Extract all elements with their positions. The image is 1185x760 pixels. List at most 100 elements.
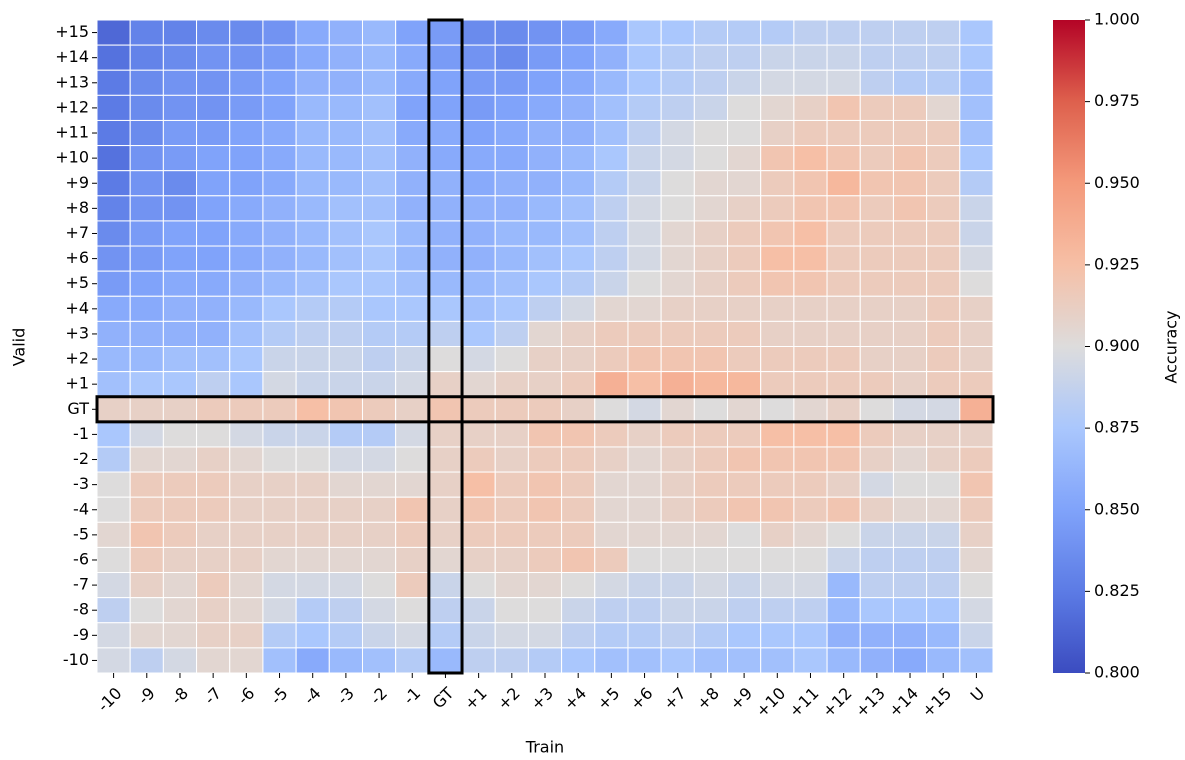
heatmap-cell xyxy=(295,471,330,498)
heatmap-cell xyxy=(859,220,894,247)
heatmap-cell xyxy=(96,295,131,322)
heatmap-cell xyxy=(561,320,596,347)
heatmap-cell xyxy=(428,496,463,523)
heatmap-cell xyxy=(693,69,729,96)
heatmap-cell xyxy=(129,270,164,297)
heatmap-cell xyxy=(361,320,397,347)
heatmap-cell xyxy=(660,245,695,272)
heatmap-cell xyxy=(793,546,828,574)
heatmap-cell xyxy=(594,119,629,147)
x-tick-label: -5 xyxy=(267,684,292,709)
heatmap-cell xyxy=(826,647,861,674)
heatmap-cell xyxy=(760,94,795,121)
colorbar-tick-label: 1.000 xyxy=(1094,10,1140,29)
y-tick-label: -10 xyxy=(63,650,89,669)
heatmap-cell xyxy=(660,622,695,649)
heatmap-cell xyxy=(229,546,264,574)
heatmap-cell xyxy=(361,220,397,247)
heatmap-cell xyxy=(328,245,363,272)
heatmap-cell xyxy=(959,270,994,297)
heatmap-cell xyxy=(892,521,928,548)
heatmap-cell xyxy=(395,572,430,599)
heatmap-cell xyxy=(693,572,729,599)
heatmap-cell xyxy=(627,220,662,247)
heatmap-cell xyxy=(760,170,795,197)
heatmap-cell xyxy=(892,69,928,96)
heatmap-cell xyxy=(328,220,363,247)
heatmap-cell xyxy=(660,270,695,297)
heatmap-cell xyxy=(295,320,330,347)
heatmap-cell xyxy=(196,346,231,373)
y-tick-label: -6 xyxy=(73,549,89,568)
heatmap-cell xyxy=(461,320,496,347)
heatmap-cell xyxy=(162,346,198,373)
heatmap-cell xyxy=(660,145,695,172)
heatmap-cell xyxy=(959,170,994,197)
heatmap-cell xyxy=(926,396,961,423)
heatmap-cell xyxy=(196,496,231,523)
heatmap-cell xyxy=(793,69,828,96)
heatmap-cell xyxy=(428,396,463,423)
heatmap-cell xyxy=(859,119,894,147)
heatmap-cell xyxy=(162,572,198,599)
heatmap-cell xyxy=(594,270,629,297)
heatmap-cell xyxy=(826,19,861,46)
heatmap-cell xyxy=(660,170,695,197)
heatmap-cell xyxy=(793,346,828,373)
heatmap-cell xyxy=(262,145,297,172)
heatmap-cell xyxy=(693,446,729,473)
heatmap-cell xyxy=(727,145,762,172)
heatmap-cell xyxy=(926,295,961,322)
heatmap-cell xyxy=(760,119,795,147)
heatmap-cell xyxy=(594,471,629,498)
heatmap-cell xyxy=(594,145,629,172)
heatmap-cell xyxy=(793,220,828,247)
heatmap-cell xyxy=(760,521,795,548)
heatmap-cell xyxy=(594,195,629,222)
heatmap-cell xyxy=(959,119,994,147)
x-tick-label: +9 xyxy=(726,684,756,714)
heatmap-cell xyxy=(262,195,297,222)
heatmap-cell xyxy=(196,647,231,674)
heatmap-cell xyxy=(96,496,131,523)
heatmap-cell xyxy=(727,320,762,347)
heatmap-cell xyxy=(727,295,762,322)
heatmap-cell xyxy=(162,371,198,398)
heatmap-cell xyxy=(229,572,264,599)
heatmap-cell xyxy=(959,220,994,247)
heatmap-cell xyxy=(627,622,662,649)
heatmap-cell xyxy=(494,471,529,498)
heatmap-cell xyxy=(627,195,662,222)
heatmap-cell xyxy=(859,170,894,197)
heatmap-cell xyxy=(395,647,430,674)
heatmap-cell xyxy=(859,195,894,222)
heatmap-cell xyxy=(395,346,430,373)
heatmap-cell xyxy=(693,421,729,448)
heatmap-cell xyxy=(527,346,563,373)
heatmap-cell xyxy=(660,346,695,373)
heatmap-cell xyxy=(229,295,264,322)
heatmap-cell xyxy=(859,546,894,574)
heatmap-cell xyxy=(959,496,994,523)
heatmap-cell xyxy=(494,220,529,247)
heatmap-cell xyxy=(328,195,363,222)
heatmap-cell xyxy=(826,572,861,599)
heatmap-cell xyxy=(395,396,430,423)
heatmap-cell xyxy=(262,220,297,247)
heatmap-cell xyxy=(859,94,894,121)
heatmap-cell xyxy=(693,220,729,247)
heatmap-cell xyxy=(793,170,828,197)
x-tick-label: +15 xyxy=(918,684,955,721)
heatmap-cell xyxy=(428,170,463,197)
heatmap-cell xyxy=(162,446,198,473)
heatmap-cell xyxy=(859,320,894,347)
heatmap-cell xyxy=(527,622,563,649)
heatmap-cell xyxy=(295,94,330,121)
heatmap-cell xyxy=(428,195,463,222)
heatmap-cell xyxy=(361,270,397,297)
heatmap-cell xyxy=(892,145,928,172)
heatmap-cell xyxy=(660,220,695,247)
heatmap-cell xyxy=(727,245,762,272)
heatmap-cell xyxy=(527,94,563,121)
heatmap-cell xyxy=(627,119,662,147)
